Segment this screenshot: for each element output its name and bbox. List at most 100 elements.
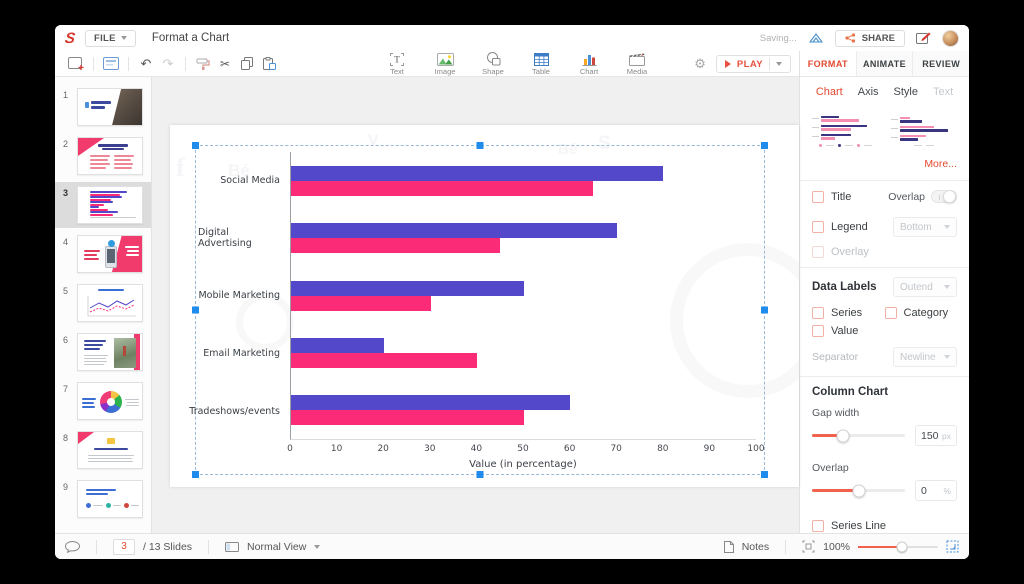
broadcast-icon[interactable]: [808, 32, 824, 44]
title-overlap-toggle[interactable]: [931, 190, 957, 203]
chart-bar[interactable]: [291, 223, 617, 239]
slide-thumbnail-row-5[interactable]: 5: [55, 280, 151, 326]
value-checkbox[interactable]: [812, 325, 824, 337]
slide-thumbnail[interactable]: [77, 333, 143, 371]
legend-checkbox[interactable]: [812, 221, 824, 233]
slide-thumbnail[interactable]: [77, 235, 143, 273]
subtab-chart[interactable]: Chart: [815, 86, 843, 98]
comments-icon[interactable]: [65, 540, 80, 553]
title-checkbox[interactable]: [812, 190, 824, 203]
slide-thumbnail[interactable]: [77, 480, 143, 518]
overlap-input[interactable]: 0 %: [915, 480, 957, 501]
chart-bar[interactable]: [291, 295, 431, 311]
undo-button[interactable]: ↶: [140, 56, 152, 71]
fullscreen-icon[interactable]: [946, 540, 959, 553]
insert-text-button[interactable]: T Text: [390, 52, 404, 76]
chart-selection-box[interactable]: Social Media Digital Advertising Mobile Ma…: [189, 142, 768, 478]
slide-thumbnail[interactable]: [77, 88, 143, 126]
series-checkbox[interactable]: [812, 307, 824, 319]
watermark-vimeo-icon: v: [368, 129, 379, 150]
slide-thumbnail-row-2[interactable]: 2: [55, 133, 151, 179]
chart-bar[interactable]: [291, 337, 384, 353]
gap-width-slider[interactable]: [812, 429, 905, 442]
insert-image-button[interactable]: Image: [428, 52, 462, 76]
chart-bar[interactable]: [291, 410, 524, 426]
chart-bar[interactable]: [291, 165, 663, 181]
subtab-style[interactable]: Style: [893, 86, 918, 98]
chart-x-tick: 50: [517, 444, 529, 454]
play-button[interactable]: PLAY: [715, 55, 791, 73]
resize-handle-n[interactable]: [476, 142, 484, 149]
file-menu-button[interactable]: FILE: [85, 29, 136, 47]
view-mode-label[interactable]: Normal View: [247, 540, 307, 553]
thumbnail-mini-bar: [90, 209, 109, 211]
more-styles-link[interactable]: More...: [924, 158, 957, 170]
slide-thumbnail-row-3[interactable]: 3: [55, 182, 151, 228]
tab-review[interactable]: REVIEW: [912, 51, 969, 76]
insert-chart-button[interactable]: Chart: [572, 52, 606, 76]
gap-width-input[interactable]: 150 px: [915, 425, 957, 446]
resize-handle-nw[interactable]: [192, 142, 199, 149]
chart-bar[interactable]: [291, 280, 524, 296]
insert-shape-button[interactable]: Shape: [476, 52, 510, 76]
category-checkbox[interactable]: [884, 307, 897, 319]
insert-table-button[interactable]: Table: [524, 52, 558, 76]
chart-bar[interactable]: [291, 352, 477, 368]
copy-button[interactable]: [236, 54, 258, 74]
settings-gear-icon[interactable]: ⚙: [694, 56, 706, 71]
paste-button[interactable]: [258, 54, 280, 74]
gap-width-slider-handle[interactable]: [836, 429, 850, 442]
document-title[interactable]: Format a Chart: [151, 32, 230, 44]
chart-preset-thumbnail-2[interactable]: [889, 108, 960, 154]
resize-handle-se[interactable]: [761, 471, 768, 478]
slide-thumbnail-row-9[interactable]: 9: [55, 476, 151, 522]
resize-handle-e[interactable]: [761, 306, 768, 314]
zoom-slider-handle[interactable]: [896, 541, 908, 552]
slide-thumbnail[interactable]: [77, 137, 143, 175]
slide-thumbnail-row-1[interactable]: 1: [55, 84, 151, 130]
zoom-slider[interactable]: [858, 541, 938, 552]
app-logo-icon[interactable]: S: [63, 29, 77, 47]
notes-label[interactable]: Notes: [741, 540, 770, 553]
resize-handle-s[interactable]: [476, 471, 484, 478]
editor-canvas[interactable]: f Bé v Bé S: [152, 77, 799, 533]
redo-button[interactable]: ↷: [162, 56, 174, 71]
slide-thumbnail[interactable]: [77, 382, 143, 420]
feedback-icon[interactable]: [916, 32, 931, 44]
series-checkbox-label: Series: [831, 307, 863, 319]
slide-thumbnail-row-6[interactable]: 6: [55, 329, 151, 375]
resize-handle-w[interactable]: [192, 306, 199, 314]
chart-bar-group: [291, 152, 756, 209]
tab-format[interactable]: FORMAT: [800, 51, 856, 76]
share-button[interactable]: SHARE: [834, 29, 905, 47]
slide-thumbnail[interactable]: [77, 284, 143, 322]
chart-preset-thumbnail-1[interactable]: [810, 108, 881, 154]
overlap-slider[interactable]: [812, 484, 905, 497]
series-line-checkbox[interactable]: [812, 520, 824, 532]
slide-layout-button[interactable]: [100, 54, 122, 74]
slide-thumbnail-row-8[interactable]: 8: [55, 427, 151, 473]
new-slide-button[interactable]: [65, 54, 87, 74]
slide-thumbnail-current[interactable]: [77, 186, 143, 224]
resize-handle-ne[interactable]: [761, 142, 768, 149]
overlap-slider-handle[interactable]: [852, 484, 866, 497]
cut-button[interactable]: ✂: [219, 56, 231, 71]
play-options-chevron-icon[interactable]: [776, 62, 782, 66]
bar-chart[interactable]: Social Media Digital Advertising Mobile Ma…: [189, 152, 765, 472]
slide-thumbnail[interactable]: [77, 431, 143, 469]
chart-bar[interactable]: [291, 180, 594, 196]
slide-thumbnail-row-4[interactable]: 4: [55, 231, 151, 277]
fit-to-screen-icon[interactable]: [802, 540, 815, 553]
slide-number-input[interactable]: 3: [113, 538, 135, 555]
current-slide[interactable]: f Bé v Bé S: [170, 125, 799, 487]
view-mode-chevron-icon[interactable]: [314, 544, 321, 549]
user-avatar[interactable]: [942, 29, 959, 47]
subtab-axis[interactable]: Axis: [857, 86, 879, 98]
insert-media-button[interactable]: Media: [620, 52, 654, 76]
resize-handle-sw[interactable]: [192, 471, 199, 478]
chart-bar[interactable]: [291, 395, 570, 411]
chart-bar[interactable]: [291, 238, 501, 254]
format-painter-button[interactable]: [192, 54, 214, 74]
tab-animate[interactable]: ANIMATE: [855, 51, 913, 76]
slide-thumbnail-row-7[interactable]: 7: [55, 378, 151, 424]
